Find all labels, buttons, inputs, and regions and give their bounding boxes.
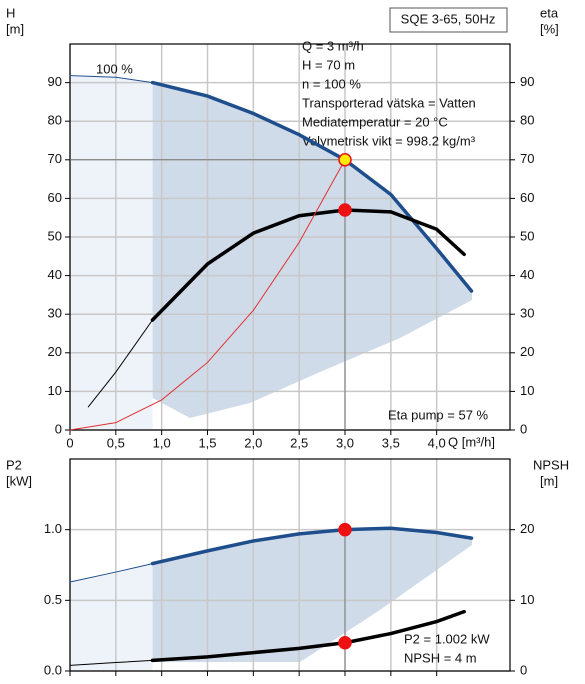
curve [69, 159, 346, 431]
x-tick-label: 0 [66, 435, 73, 450]
y2-tick-label: 80 [520, 113, 534, 128]
curve [69, 563, 153, 583]
curve [150, 609, 466, 663]
title-box [389, 7, 508, 33]
info-line: Q = 3 m³/h [302, 38, 364, 53]
y-tick-label: 0.0 [44, 662, 62, 677]
operating-point [338, 153, 352, 167]
y-tick-label: 70 [48, 151, 62, 166]
y-tick-label: 0 [55, 421, 62, 436]
y2-axis-label: eta [540, 5, 559, 20]
y2-tick-label: 90 [520, 74, 534, 89]
info-line: n = 100 % [302, 76, 361, 91]
operating-point [338, 522, 352, 537]
shade-light [70, 77, 153, 430]
y2-tick-label: 20 [520, 344, 534, 359]
curve [69, 75, 153, 84]
shade-dark [152, 529, 472, 662]
y-tick-label: 10 [48, 383, 62, 398]
y-tick-label: 80 [48, 113, 62, 128]
info-line: Volymetrisk vikt = 998.2 kg/m³ [302, 133, 476, 148]
y-tick-label: 60 [48, 190, 62, 205]
y-tick-label: 20 [48, 344, 62, 359]
y-tick-label: 1.0 [44, 521, 62, 536]
y2-axis-label: [m] [540, 473, 558, 488]
y-axis-label: [kW] [6, 473, 32, 488]
y2-tick-label: 70 [520, 151, 534, 166]
x-tick-label: 1,0 [153, 435, 171, 450]
x-tick-label: 3,5 [382, 435, 400, 450]
chart-title: SQE 3-65, 50Hz [401, 11, 496, 26]
y2-axis-label: [%] [540, 21, 559, 36]
annotation: P2 = 1.002 kW [404, 631, 490, 646]
operating-point [338, 635, 352, 650]
y2-tick-label: 50 [520, 228, 534, 243]
curve [69, 659, 153, 666]
info-line: Mediatemperatur = 20 °C [302, 114, 448, 129]
info-line: H = 70 m [302, 57, 355, 72]
x-tick-label: 3,0 [336, 435, 354, 450]
y-tick-label: 30 [48, 306, 62, 321]
y-axis-label: [m] [6, 21, 24, 36]
y2-tick-label: 60 [520, 190, 534, 205]
x-tick-label: 2,5 [290, 435, 308, 450]
y-tick-label: 40 [48, 267, 62, 282]
y2-axis-label: NPSH [533, 457, 569, 472]
y2-tick-label: 20 [520, 521, 534, 536]
x-tick-label: 4,0 [428, 435, 446, 450]
y-tick-label: 50 [48, 228, 62, 243]
x-axis-label: Q [m³/h] [448, 434, 495, 449]
annotation: Eta pump = 57 % [388, 407, 489, 422]
curve [87, 319, 153, 408]
y2-tick-label: 10 [520, 592, 534, 607]
info-line: Transporterad vätska = Vatten [302, 95, 476, 110]
y2-tick-label: 0 [520, 421, 527, 436]
annotation: 100 % [96, 61, 133, 76]
y2-tick-label: 30 [520, 306, 534, 321]
x-tick-label: 0,5 [107, 435, 125, 450]
y-axis-label: P2 [6, 457, 22, 472]
curve [150, 80, 474, 293]
operating-point [338, 203, 352, 217]
y-axis-label: H [6, 5, 15, 20]
y2-tick-label: 40 [520, 267, 534, 282]
x-tick-label: 2,0 [244, 435, 262, 450]
shade-light [70, 564, 153, 671]
y-tick-label: 90 [48, 74, 62, 89]
curve [150, 526, 474, 566]
plot-frame [69, 458, 511, 672]
annotation: NPSH = 4 m [404, 650, 477, 665]
y2-tick-label: 10 [520, 383, 534, 398]
y-tick-label: 0.5 [44, 592, 62, 607]
x-tick-label: 1,5 [198, 435, 216, 450]
y2-tick-label: 0 [520, 662, 527, 677]
curve [150, 208, 466, 322]
